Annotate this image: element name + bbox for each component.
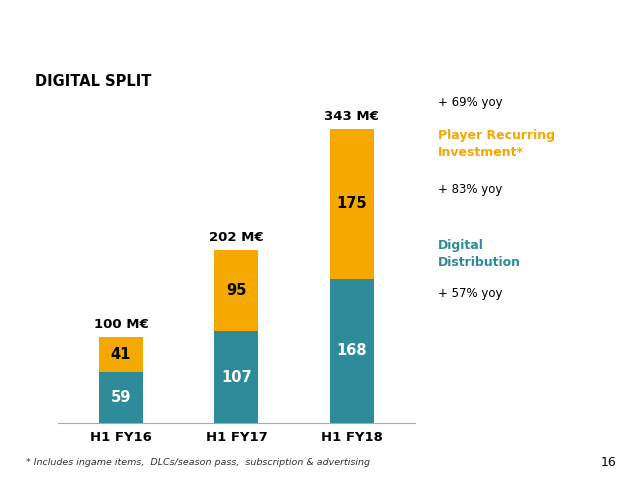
Text: + 69% yoy: + 69% yoy — [438, 96, 502, 109]
Text: H1 FY18 PERFORMANCE - DIGITAL: H1 FY18 PERFORMANCE - DIGITAL — [19, 24, 351, 43]
Bar — [330, 279, 374, 423]
Text: 343 M€: 343 M€ — [325, 110, 380, 123]
Text: + 83% yoy: + 83% yoy — [438, 183, 502, 196]
Text: 95: 95 — [226, 283, 247, 298]
Text: + 57% yoy: + 57% yoy — [438, 287, 502, 300]
Text: Digital
Distribution: Digital Distribution — [438, 239, 521, 269]
Bar — [99, 337, 143, 372]
Text: 202 M€: 202 M€ — [209, 231, 264, 244]
Text: 59: 59 — [111, 390, 131, 405]
Bar — [99, 372, 143, 423]
Text: * Includes ingame items,  DLCs/season pass,  subscription & advertising: * Includes ingame items, DLCs/season pas… — [26, 458, 369, 467]
Bar — [215, 331, 258, 423]
Text: 175: 175 — [337, 196, 367, 211]
Text: 107: 107 — [221, 369, 252, 385]
Bar — [330, 129, 374, 279]
Text: 41: 41 — [111, 348, 131, 362]
Text: Player Recurring
Investment*: Player Recurring Investment* — [438, 129, 555, 159]
Text: 168: 168 — [337, 344, 367, 358]
Text: DIGITAL SPLIT: DIGITAL SPLIT — [35, 74, 151, 89]
Text: 16: 16 — [601, 456, 617, 469]
Text: 100 M€: 100 M€ — [94, 318, 148, 331]
Bar — [215, 250, 258, 331]
